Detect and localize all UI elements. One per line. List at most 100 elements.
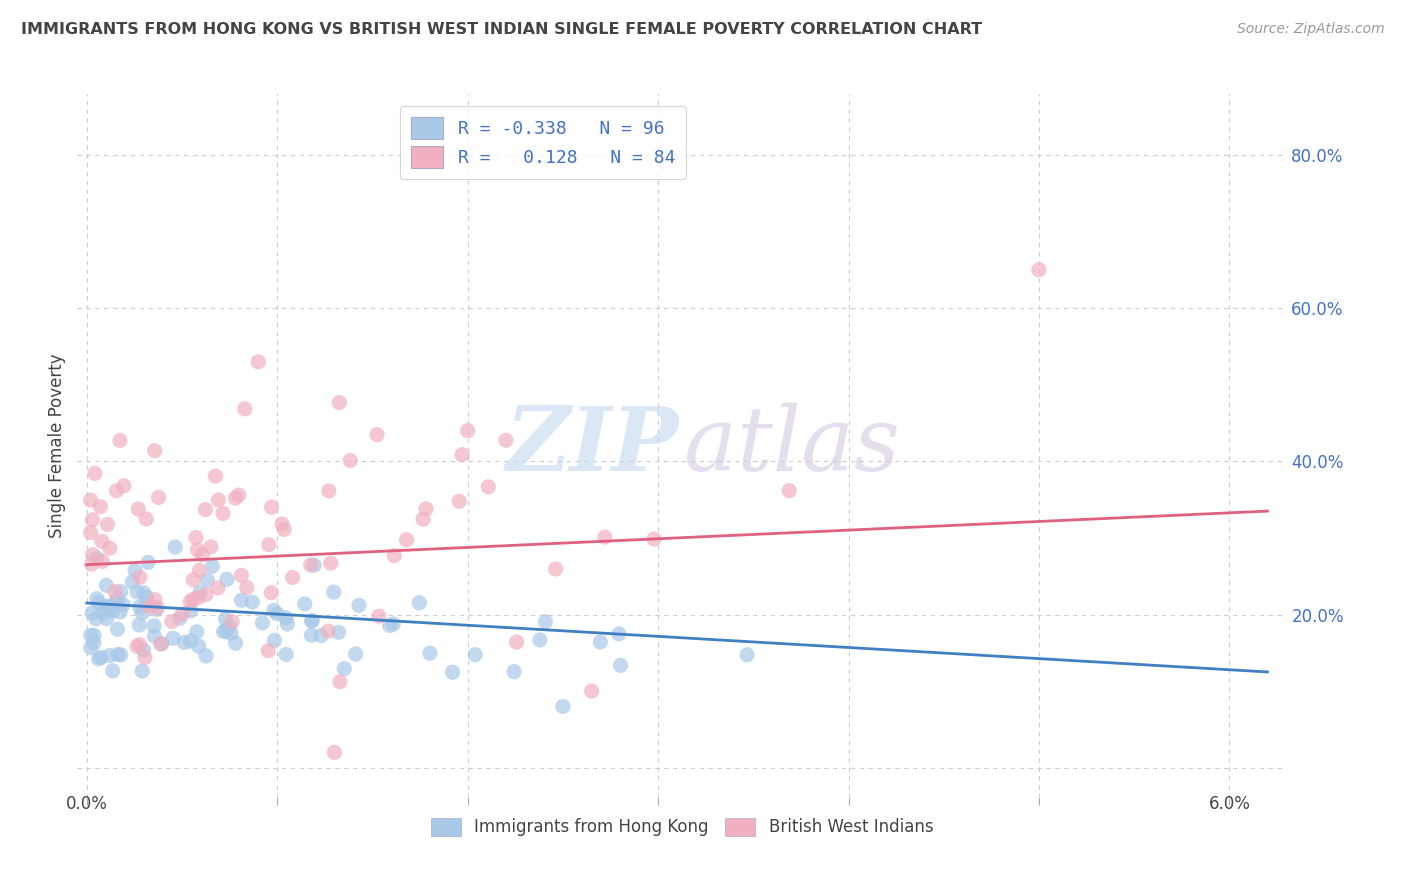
Point bbox=[107, 592, 129, 607]
Point bbox=[273, 523, 295, 537]
Point bbox=[329, 674, 352, 689]
Point bbox=[323, 745, 346, 759]
Point bbox=[132, 586, 155, 600]
Point bbox=[84, 467, 107, 481]
Point bbox=[188, 563, 211, 577]
Text: 6.0%: 6.0% bbox=[1208, 796, 1250, 814]
Point bbox=[125, 640, 148, 654]
Point bbox=[607, 627, 630, 641]
Point bbox=[143, 592, 166, 607]
Point bbox=[181, 573, 204, 587]
Point bbox=[128, 618, 150, 632]
Point bbox=[212, 507, 235, 521]
Point bbox=[160, 615, 183, 629]
Point bbox=[191, 548, 214, 562]
Point bbox=[276, 616, 298, 631]
Point bbox=[257, 538, 280, 552]
Point bbox=[247, 355, 270, 369]
Point bbox=[143, 629, 166, 643]
Text: IMMIGRANTS FROM HONG KONG VS BRITISH WEST INDIAN SINGLE FEMALE POVERTY CORRELATI: IMMIGRANTS FROM HONG KONG VS BRITISH WES… bbox=[21, 22, 983, 37]
Point bbox=[200, 540, 222, 554]
Point bbox=[89, 500, 111, 514]
Point bbox=[104, 584, 127, 599]
Point bbox=[108, 605, 131, 619]
Point bbox=[84, 612, 107, 626]
Point bbox=[215, 572, 238, 586]
Point bbox=[1028, 262, 1050, 277]
Point bbox=[271, 517, 294, 532]
Point bbox=[464, 648, 486, 662]
Point bbox=[172, 607, 194, 622]
Point bbox=[441, 665, 464, 680]
Point bbox=[231, 568, 253, 582]
Point bbox=[328, 395, 350, 409]
Point bbox=[138, 599, 160, 614]
Point bbox=[143, 443, 166, 458]
Point bbox=[204, 469, 226, 483]
Point bbox=[260, 500, 283, 514]
Point bbox=[173, 635, 195, 649]
Point bbox=[260, 585, 283, 599]
Point bbox=[194, 502, 217, 516]
Point bbox=[145, 602, 167, 616]
Point bbox=[79, 493, 101, 508]
Point bbox=[187, 639, 209, 653]
Point bbox=[328, 625, 350, 640]
Point bbox=[263, 603, 285, 617]
Point bbox=[101, 604, 124, 618]
Point bbox=[146, 600, 169, 615]
Point bbox=[107, 648, 129, 662]
Point bbox=[83, 628, 105, 642]
Point bbox=[127, 585, 149, 599]
Point bbox=[347, 599, 370, 613]
Text: atlas: atlas bbox=[685, 402, 900, 490]
Point bbox=[195, 648, 218, 663]
Point bbox=[457, 424, 479, 438]
Point bbox=[263, 633, 285, 648]
Point bbox=[105, 483, 128, 498]
Point bbox=[344, 647, 367, 661]
Point bbox=[179, 595, 201, 609]
Point bbox=[309, 629, 332, 643]
Point bbox=[477, 480, 499, 494]
Point bbox=[207, 581, 229, 595]
Point bbox=[131, 664, 153, 678]
Point bbox=[87, 595, 110, 609]
Point bbox=[366, 427, 388, 442]
Point bbox=[395, 533, 418, 547]
Point bbox=[301, 614, 323, 628]
Point bbox=[79, 640, 101, 655]
Point bbox=[186, 543, 208, 558]
Point bbox=[180, 604, 202, 618]
Point bbox=[551, 699, 574, 714]
Point bbox=[281, 570, 304, 584]
Point bbox=[143, 619, 166, 633]
Point bbox=[589, 635, 612, 649]
Point bbox=[735, 648, 758, 662]
Y-axis label: Single Female Poverty: Single Female Poverty bbox=[48, 354, 66, 538]
Point bbox=[219, 626, 242, 640]
Point bbox=[136, 555, 159, 569]
Point bbox=[378, 618, 401, 632]
Point bbox=[240, 595, 263, 609]
Point bbox=[91, 554, 114, 568]
Point bbox=[110, 584, 132, 599]
Point bbox=[90, 534, 112, 549]
Point bbox=[382, 616, 405, 631]
Point bbox=[449, 494, 471, 508]
Point bbox=[188, 585, 211, 599]
Point bbox=[135, 590, 157, 604]
Point bbox=[134, 650, 156, 665]
Point bbox=[274, 611, 297, 625]
Point bbox=[609, 658, 631, 673]
Point bbox=[98, 599, 121, 614]
Point bbox=[128, 599, 150, 614]
Point bbox=[233, 401, 256, 416]
Point bbox=[318, 483, 340, 498]
Point bbox=[207, 492, 229, 507]
Point bbox=[228, 488, 250, 502]
Point bbox=[215, 624, 238, 638]
Point bbox=[180, 634, 202, 648]
Point bbox=[415, 501, 437, 516]
Point bbox=[82, 548, 104, 562]
